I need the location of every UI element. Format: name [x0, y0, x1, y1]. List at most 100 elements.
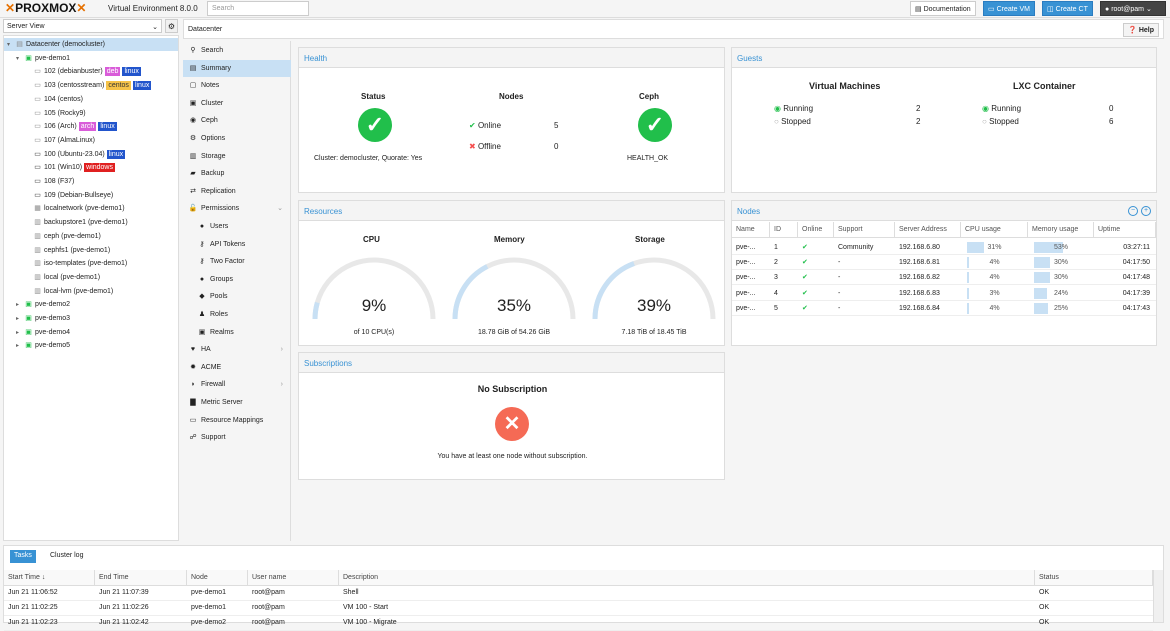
menu-item-realms[interactable]: ▣ Realms	[183, 324, 291, 341]
menu-item-resource-mappings[interactable]: ▭ Resource Mappings	[183, 412, 291, 429]
tree-node[interactable]: ▥ local (pve-demo1)	[4, 271, 178, 284]
column-header[interactable]: Memory usage	[1028, 222, 1094, 238]
column-header[interactable]: User name	[248, 570, 339, 586]
menu-item-cluster[interactable]: ▣ Cluster	[183, 95, 291, 112]
user-menu-button[interactable]: ● root@pam ⌄	[1100, 1, 1166, 16]
column-header[interactable]: Description	[339, 570, 1035, 586]
column-header[interactable]: ID	[770, 222, 798, 238]
column-header[interactable]: Support	[834, 222, 895, 238]
tree-node[interactable]: ▥ iso-templates (pve-demo1)	[4, 257, 178, 270]
tag-badge: linux	[106, 149, 126, 159]
column-header[interactable]: Node	[187, 570, 248, 586]
menu-item-search[interactable]: ⚲ Search	[183, 42, 291, 59]
tree-node[interactable]: ▸ ▣ pve-demo5	[4, 339, 178, 352]
menu-item-two-factor[interactable]: ⚷ Two Factor	[183, 253, 291, 270]
task-row[interactable]	[4, 601, 1153, 616]
menu-item-firewall[interactable]: ◗ Firewall ›	[183, 376, 291, 393]
menu-item-options[interactable]: ⚙ Options	[183, 130, 291, 147]
help-button[interactable]: ❓ Help	[1123, 23, 1159, 37]
tree-node[interactable]: ▭ 103 (centosstream) centos linux	[4, 79, 178, 92]
menu-item-ha[interactable]: ♥ HA ›	[183, 341, 291, 358]
tree-node[interactable]: ▥ cephfs1 (pve-demo1)	[4, 244, 178, 257]
column-header[interactable]: Server Address	[895, 222, 961, 238]
tab-tasks[interactable]: Tasks	[10, 550, 36, 563]
tree-node[interactable]: ▸ ▣ pve-demo4	[4, 326, 178, 339]
panel-title: Nodes	[732, 201, 1156, 221]
expand-right-icon[interactable]: ▸	[16, 329, 20, 336]
menu-item-acme[interactable]: ✹ ACME	[183, 359, 291, 376]
expand-right-icon[interactable]: ▸	[16, 343, 20, 350]
menu-item-backup[interactable]: ▰ Backup	[183, 165, 291, 182]
expand-down-icon[interactable]: ▾	[16, 55, 20, 62]
chevron-icon: ⌄	[277, 205, 283, 213]
check-icon: ✔	[469, 121, 476, 130]
menu-item-groups[interactable]: ● Groups	[183, 271, 291, 288]
task-row[interactable]	[4, 586, 1153, 601]
menu-item-pools[interactable]: ◆ Pools	[183, 288, 291, 305]
menu-item-label: Permissions	[201, 205, 240, 213]
expand-right-icon[interactable]: ▸	[16, 302, 20, 309]
tree-node[interactable]: ▭ 101 (Win10) windows	[4, 161, 178, 174]
ct-running-row: ◉ Running	[982, 104, 1022, 113]
table-row[interactable]	[732, 286, 1156, 301]
tree-node[interactable]: ▭ 107 (AlmaLinux)	[4, 134, 178, 147]
menu-item-api-tokens[interactable]: ⚷ API Tokens	[183, 236, 291, 253]
task-cell: OK	[1039, 619, 1050, 626]
tree-node[interactable]: ▭ 100 (Ubuntu-23.04) linux	[4, 148, 178, 161]
menu-item-support[interactable]: ☍ Support	[183, 429, 291, 446]
memory-usage-value: 30%	[1053, 274, 1068, 282]
node-icon: ▣	[25, 315, 32, 322]
tree-node-label: pve-demo5	[35, 342, 71, 350]
proxmox-logo[interactable]: ✕PROXMOX✕	[5, 1, 87, 15]
table-row[interactable]	[732, 240, 1156, 255]
tree-node[interactable]: ▥ local-lvm (pve-demo1)	[4, 285, 178, 298]
running-icon: ◉	[774, 104, 781, 113]
table-row[interactable]	[732, 255, 1156, 271]
menu-item-roles[interactable]: ♟ Roles	[183, 306, 291, 323]
table-row[interactable]	[732, 301, 1156, 316]
storage-icon: ▥	[34, 260, 41, 268]
tree-node[interactable]: ▭ 102 (debianbuster) deb linux	[4, 65, 178, 78]
create-ct-button[interactable]: ◫ Create CT	[1042, 1, 1093, 16]
create-vm-button[interactable]: ▭ Create VM	[983, 1, 1036, 16]
tree-node[interactable]: ▭ 105 (Rocky9)	[4, 107, 178, 120]
tab-cluster-log[interactable]: Cluster log	[50, 552, 84, 559]
column-header[interactable]: Name	[732, 222, 770, 238]
menu-item-replication[interactable]: ⇄ Replication	[183, 183, 291, 200]
tree-node[interactable]: ▸ ▣ pve-demo3	[4, 312, 178, 325]
column-header[interactable]: Status	[1035, 570, 1153, 586]
tree-node[interactable]: ▥ backupstore1 (pve-demo1)	[4, 216, 178, 229]
tree-node[interactable]: ▾ ▤ Datacenter (democluster)	[4, 38, 178, 51]
documentation-button[interactable]: ▤ Documentation	[910, 1, 976, 16]
tree-node[interactable]: ▾ ▣ pve-demo1	[4, 52, 178, 65]
scrollbar[interactable]	[1153, 570, 1163, 622]
menu-item-summary[interactable]: ▤ Summary	[183, 59, 291, 77]
search-input[interactable]: Search	[207, 1, 309, 16]
table-row[interactable]	[732, 270, 1156, 286]
tree-node-label: local-lvm (pve-demo1)	[44, 287, 114, 295]
column-header[interactable]: Online	[798, 222, 834, 238]
expand-icon[interactable]: +	[1141, 206, 1151, 216]
vm-running-row: ◉ Running	[774, 104, 814, 113]
column-header[interactable]: CPU usage	[961, 222, 1028, 238]
tree-node[interactable]: ▸ ▣ pve-demo2	[4, 298, 178, 311]
menu-item-notes[interactable]: ▢ Notes	[183, 77, 291, 94]
menu-item-permissions[interactable]: 🔓 Permissions ⌄	[183, 200, 291, 217]
tree-node[interactable]: ▭ 104 (centos)	[4, 93, 178, 106]
tree-node[interactable]: ▦ localnetwork (pve-demo1)	[4, 202, 178, 215]
expand-right-icon[interactable]: ▸	[16, 316, 20, 322]
gear-icon[interactable]: ⚙	[165, 19, 178, 33]
tree-node[interactable]: ▥ ceph (pve-demo1)	[4, 230, 178, 243]
tree-node[interactable]: ▭ 106 (Arch) arch linux	[4, 120, 178, 133]
collapse-icon[interactable]: −	[1128, 206, 1138, 216]
server-view-select[interactable]: Server View ⌄	[3, 19, 162, 33]
menu-item-ceph[interactable]: ◉ Ceph	[183, 112, 291, 129]
column-header[interactable]: Start Time ↓	[4, 570, 95, 586]
tree-node[interactable]: ▭ 109 (Debian-Bullseye)	[4, 189, 178, 202]
column-header[interactable]: End Time	[95, 570, 187, 586]
column-header[interactable]: Uptime	[1094, 222, 1156, 238]
menu-item-users[interactable]: ● Users	[183, 218, 291, 235]
menu-item-storage[interactable]: ▥ Storage	[183, 148, 291, 165]
menu-item-metric-server[interactable]: ▇ Metric Server	[183, 394, 291, 411]
tree-node[interactable]: ▭ 108 (F37)	[4, 175, 178, 188]
